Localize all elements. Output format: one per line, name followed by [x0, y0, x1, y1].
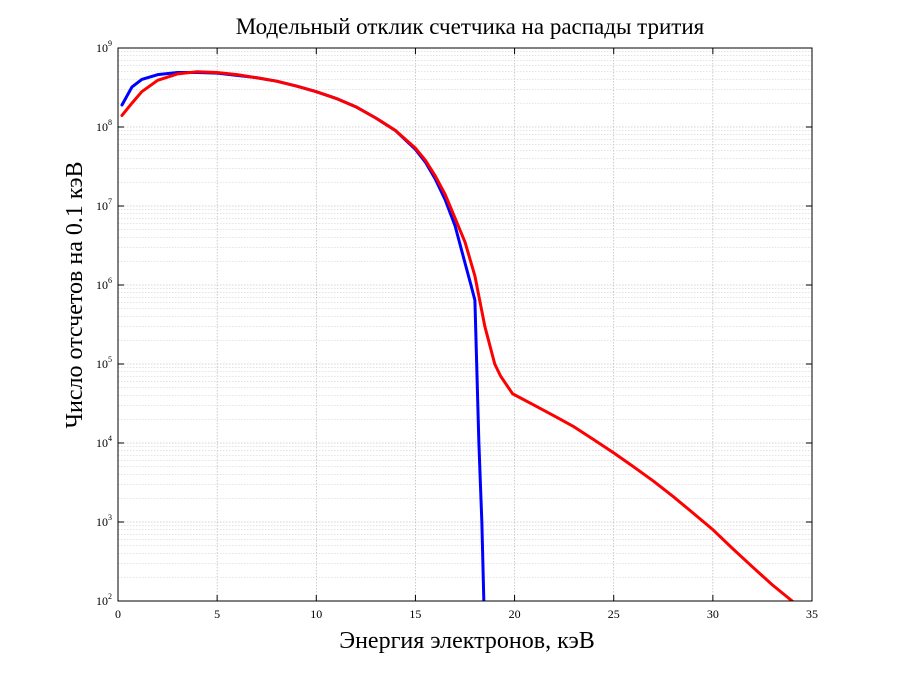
- y-tick-base: 10: [96, 199, 108, 213]
- y-tick-label: 103: [96, 513, 112, 529]
- y-tick-exponent: 8: [108, 118, 112, 127]
- x-tick-label: 20: [509, 607, 521, 621]
- y-tick-exponent: 9: [108, 39, 112, 48]
- y-tick-label: 104: [96, 434, 112, 450]
- plot-frame: [117, 47, 813, 602]
- y-axis-label: Число отсчетов на 0.1 кэВ: [62, 161, 88, 428]
- y-tick-base: 10: [96, 278, 108, 292]
- chart-title: Модельный отклик счетчика на распады три…: [236, 14, 705, 39]
- y-tick-label: 109: [96, 39, 112, 55]
- y-tick-exponent: 4: [108, 434, 112, 443]
- y-tick-base: 10: [96, 436, 108, 450]
- y-tick-exponent: 2: [108, 592, 112, 601]
- x-tick-label: 5: [214, 607, 220, 621]
- x-tick-label: 0: [115, 607, 121, 621]
- series-line-1: [120, 70, 486, 601]
- y-tick-label: 108: [96, 118, 112, 134]
- y-tick-base: 10: [96, 515, 108, 529]
- series-line-2: [120, 70, 795, 601]
- x-tick-label: 10: [310, 607, 322, 621]
- x-tick-label: 25: [608, 607, 620, 621]
- x-tick-label: 15: [409, 607, 421, 621]
- y-tick-label: 105: [96, 355, 112, 371]
- y-tick-base: 10: [96, 594, 108, 608]
- x-tick-label: 30: [707, 607, 719, 621]
- x-axis-label: Энергия электронов, кэВ: [339, 628, 595, 654]
- y-tick-exponent: 6: [108, 276, 112, 285]
- x-tick-label: 35: [806, 607, 818, 621]
- y-tick-exponent: 5: [108, 355, 112, 364]
- y-tick-label: 107: [96, 197, 112, 213]
- y-tick-base: 10: [96, 357, 108, 371]
- y-tick-exponent: 3: [108, 513, 112, 522]
- y-tick-base: 10: [96, 120, 108, 134]
- y-tick-label: 106: [96, 276, 112, 292]
- grid: [118, 48, 812, 601]
- y-tick-label: 102: [96, 592, 112, 608]
- y-tick-exponent: 7: [108, 197, 112, 206]
- series-layer: [120, 70, 795, 601]
- y-tick-base: 10: [96, 41, 108, 55]
